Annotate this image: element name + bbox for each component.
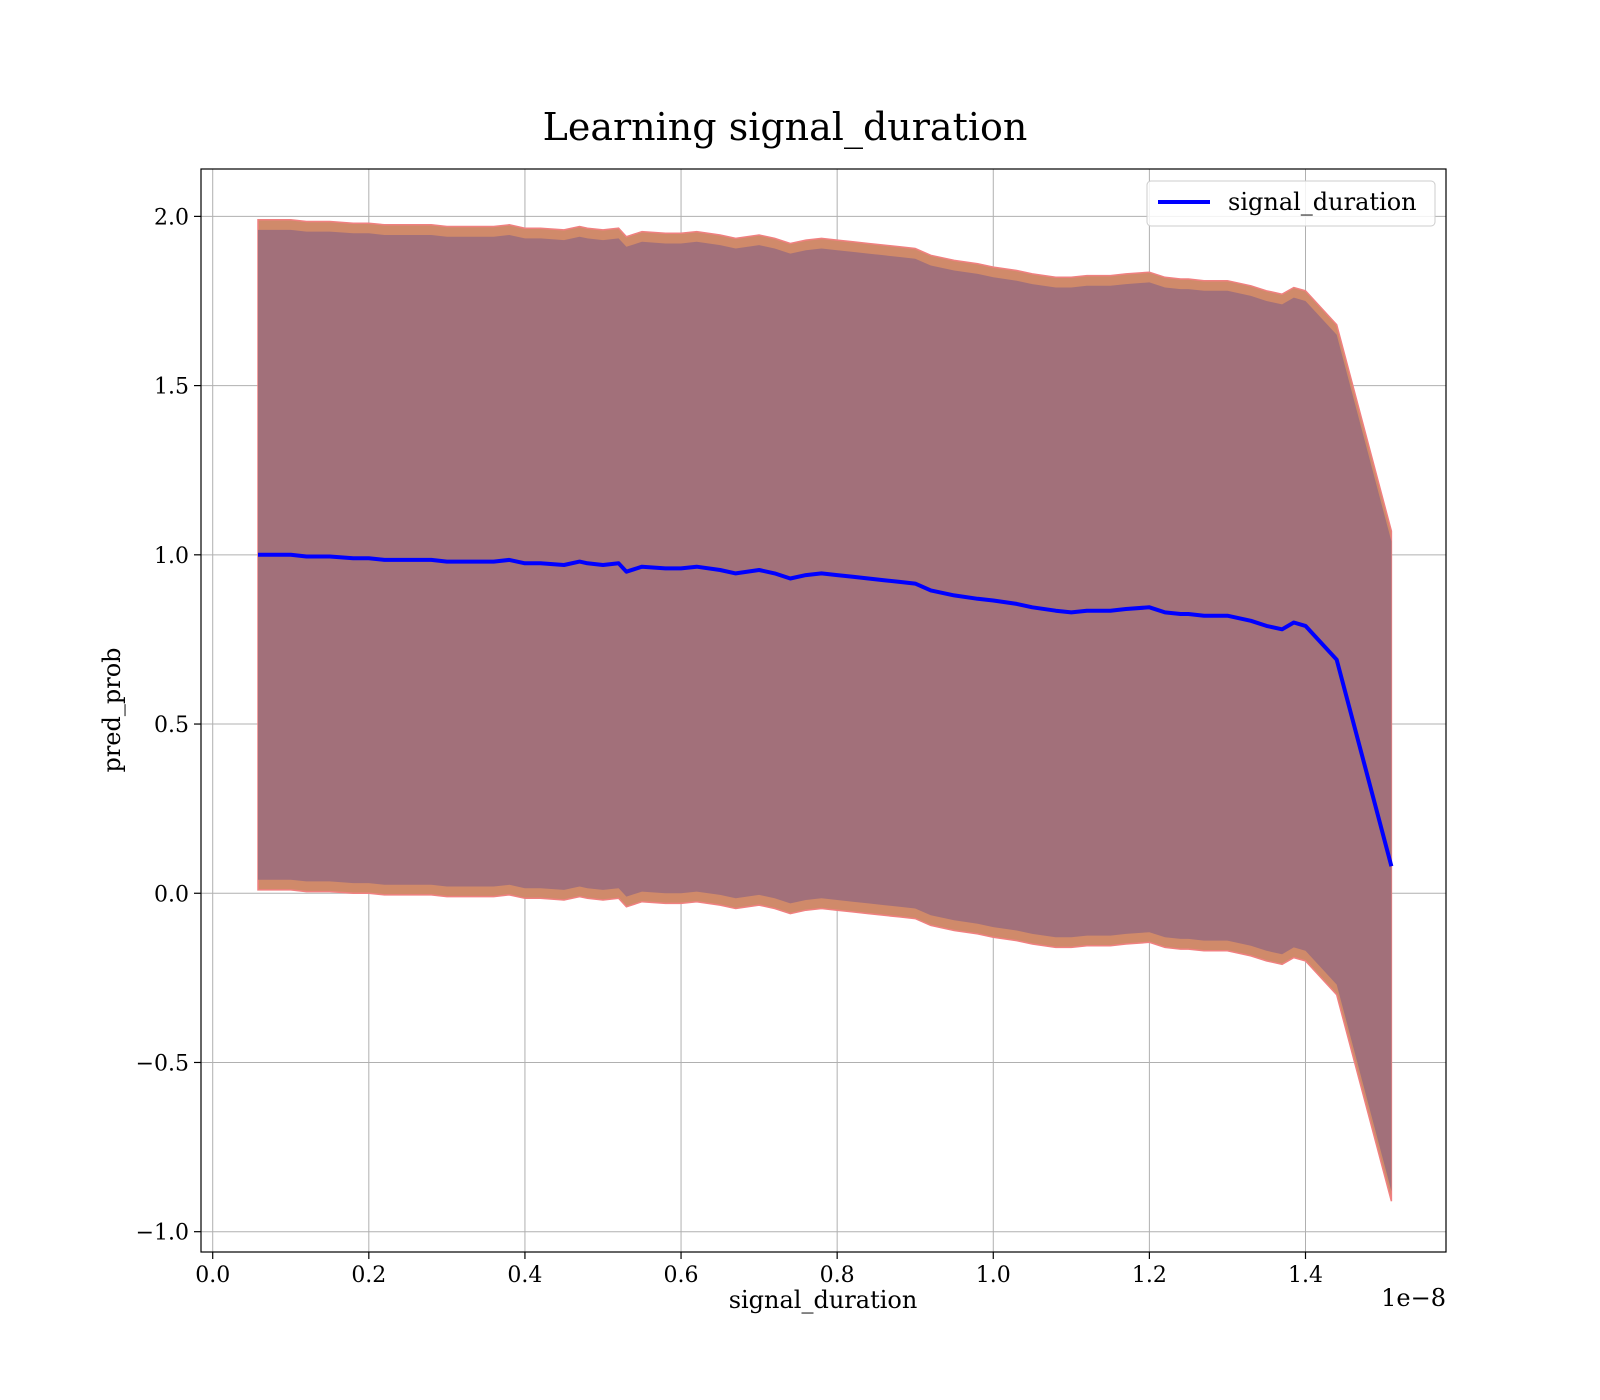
legend-box	[1146, 180, 1436, 227]
y-tick-label: 0.5	[154, 713, 189, 738]
x-tick-label: 0.2	[351, 1263, 386, 1288]
y-axis-label: pred_prob	[98, 647, 126, 772]
x-tick-label: 0.8	[820, 1263, 855, 1288]
legend-label: signal_duration	[1228, 188, 1417, 216]
confidence-band	[257, 219, 1393, 1202]
x-tick-label: 1.2	[1132, 1263, 1167, 1288]
x-tick-label: 1.0	[976, 1263, 1011, 1288]
plot-frame	[200, 168, 1447, 1253]
band-inner	[258, 229, 1392, 1192]
y-tick-label: −1.0	[136, 1221, 189, 1246]
x-tick-label: 0.0	[195, 1263, 230, 1288]
x-tick-label: 0.6	[664, 1263, 699, 1288]
y-tick-label: 1.5	[154, 375, 189, 400]
y-tick-label: −0.5	[136, 1051, 189, 1076]
x-tick-label: 0.4	[507, 1263, 542, 1288]
x-axis-label: signal_duration	[729, 1286, 918, 1314]
series-line	[258, 552, 1394, 867]
y-axis-ticks: −1.0 −0.5 0.0 0.5 1.0 1.5 2.0	[136, 205, 201, 1246]
legend: signal_duration	[1146, 180, 1436, 227]
series-lines	[258, 552, 1394, 867]
x-axis-ticks: 0.0 0.2 0.4 0.6 0.8 1.0 1.2 1.4	[195, 1252, 1323, 1288]
chart-title: Learning signal_duration	[543, 105, 1028, 150]
y-tick-label: 1.0	[154, 544, 189, 569]
y-tick-label: 2.0	[154, 205, 189, 230]
y-tick-label: 0.0	[154, 882, 189, 907]
x-axis-offset-label: 1e−8	[1381, 1284, 1446, 1312]
x-tick-label: 1.4	[1288, 1263, 1323, 1288]
